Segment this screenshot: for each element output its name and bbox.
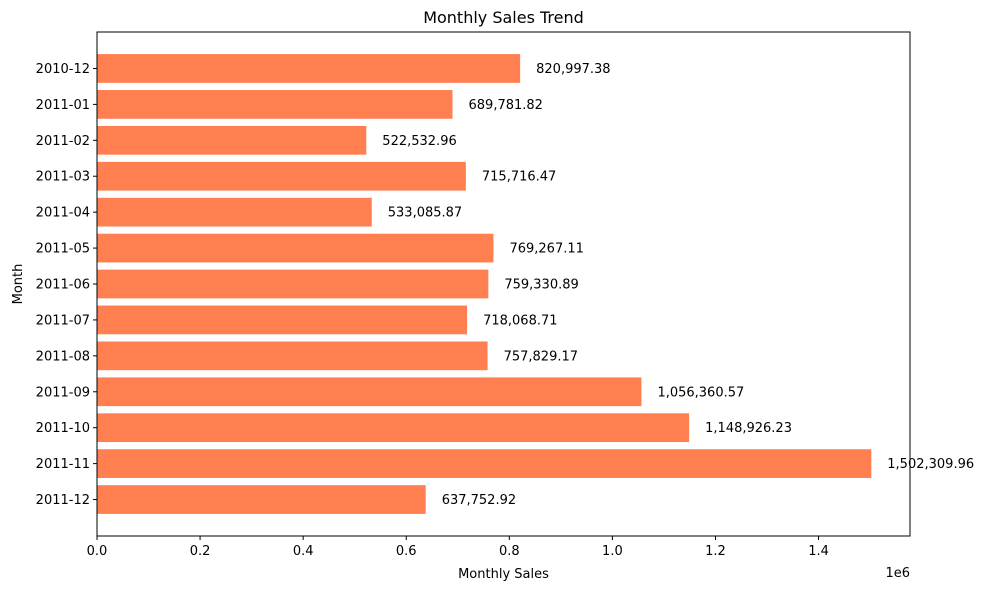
y-tick-label: 2011-07 bbox=[36, 313, 90, 328]
y-tick-label: 2011-10 bbox=[36, 421, 90, 436]
bars-group bbox=[97, 54, 872, 514]
bar bbox=[97, 161, 466, 191]
bar bbox=[97, 233, 494, 263]
y-tick-label: 2011-09 bbox=[36, 385, 90, 400]
y-tick-label: 2011-03 bbox=[36, 170, 90, 185]
x-tick-label: 0.8 bbox=[499, 544, 520, 559]
bar-value-label: 715,716.47 bbox=[482, 170, 556, 185]
bar-value-label: 757,829.17 bbox=[504, 349, 578, 364]
bar bbox=[97, 54, 521, 83]
bar-value-label: 1,056,360.57 bbox=[657, 385, 744, 400]
x-tick-label: 0.2 bbox=[190, 544, 211, 559]
bar bbox=[97, 485, 426, 514]
y-tick-label: 2011-01 bbox=[36, 98, 90, 113]
y-tick-label: 2011-06 bbox=[36, 278, 90, 293]
chart-title: Monthly Sales Trend bbox=[423, 8, 584, 27]
x-tick-label: 1.4 bbox=[808, 544, 829, 559]
y-tick-label: 2011-04 bbox=[36, 206, 90, 221]
bar-value-label: 689,781.82 bbox=[469, 98, 543, 113]
bar bbox=[97, 377, 642, 407]
x-tick-label: 1.0 bbox=[602, 544, 623, 559]
bar-value-label: 522,532.96 bbox=[382, 134, 456, 149]
bar bbox=[97, 197, 372, 227]
x-axis-label: Monthly Sales bbox=[458, 567, 549, 582]
y-tick-label: 2011-02 bbox=[36, 134, 90, 149]
x-axis-ticks: 0.0 0.2 0.4 0.6 0.8 1.0 1.2 1.4 bbox=[87, 536, 829, 559]
bar bbox=[97, 90, 453, 119]
y-tick-label: 2011-12 bbox=[36, 493, 90, 508]
y-axis-ticks: 2010-12 2011-01 2011-02 2011-03 2011-04 2011-… bbox=[36, 62, 97, 508]
x-tick-label: 1.2 bbox=[705, 544, 726, 559]
y-tick-label: 2010-12 bbox=[36, 62, 90, 77]
data-labels-group: 820,997.38 689,781.82 522,532.96 715,716.47… bbox=[382, 62, 974, 508]
y-axis-label: Month bbox=[11, 264, 26, 305]
bar-value-label: 1,502,309.96 bbox=[887, 457, 974, 472]
y-tick-label: 2011-08 bbox=[36, 349, 90, 364]
x-tick-label: 0.4 bbox=[293, 544, 314, 559]
bar-value-label: 820,997.38 bbox=[536, 62, 610, 77]
bar bbox=[97, 125, 367, 155]
bar-value-label: 759,330.89 bbox=[504, 278, 578, 293]
bar-value-label: 769,267.11 bbox=[509, 242, 583, 257]
bar bbox=[97, 413, 690, 443]
bar bbox=[97, 305, 468, 335]
bar bbox=[97, 341, 488, 371]
y-tick-label: 2011-11 bbox=[36, 457, 90, 472]
bar-value-label: 637,752.92 bbox=[442, 493, 516, 508]
x-axis-offset-text: 1e6 bbox=[885, 566, 910, 581]
x-tick-label: 0.0 bbox=[87, 544, 108, 559]
bar-value-label: 1,148,926.23 bbox=[705, 421, 792, 436]
bar bbox=[97, 449, 872, 478]
x-tick-label: 0.6 bbox=[396, 544, 417, 559]
bar bbox=[97, 269, 489, 299]
bar-value-label: 533,085.87 bbox=[388, 206, 462, 221]
bar-value-label: 718,068.71 bbox=[483, 313, 557, 328]
y-tick-label: 2011-05 bbox=[36, 242, 90, 257]
